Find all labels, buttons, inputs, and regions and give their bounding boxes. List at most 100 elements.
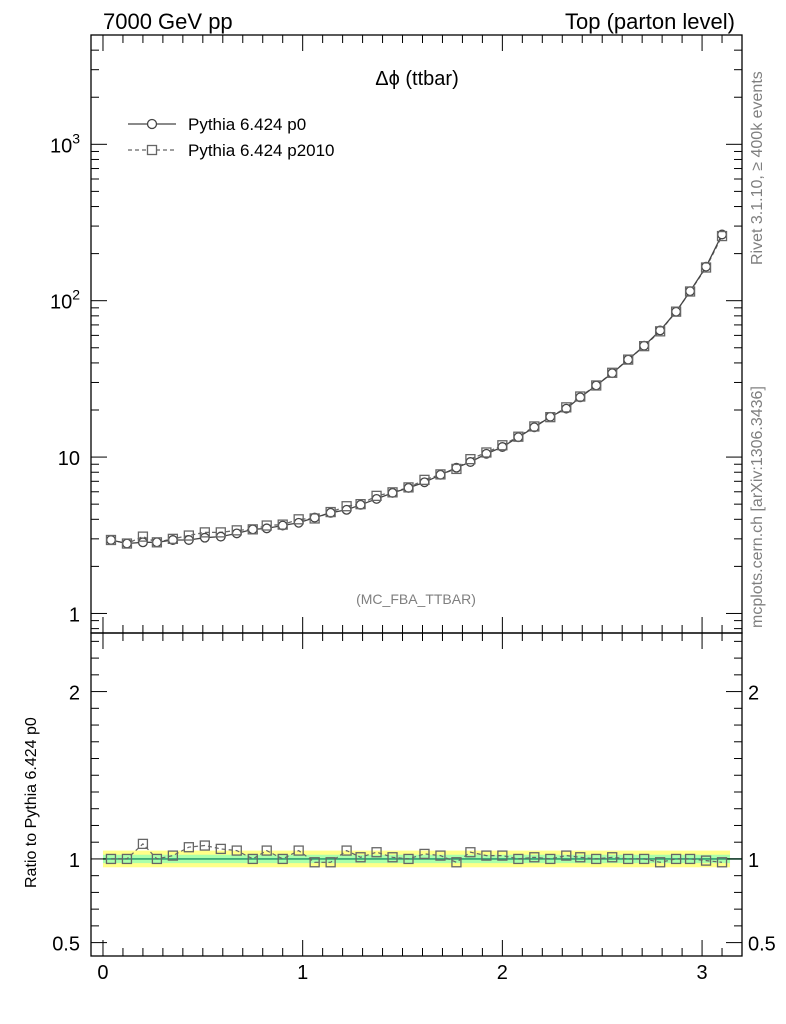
ratio-series-point: [529, 852, 540, 863]
chart-title: Δϕ (ttbar): [375, 68, 458, 90]
series-p0-line: [110, 234, 723, 545]
series-p0-point: [151, 537, 162, 548]
ratio-series-point: [481, 850, 492, 861]
series-p2010-point: [513, 431, 524, 442]
process-label: Top (parton level): [565, 9, 735, 34]
series-p2010-line: [110, 235, 723, 545]
series-p2010-point: [465, 453, 476, 465]
ratio-series-point: [684, 853, 696, 865]
series-p2010-point: [561, 402, 572, 413]
ratio-series-point: [716, 857, 728, 868]
energy-label: 7000 GeV pp: [103, 9, 233, 34]
series-p2010-point: [639, 341, 650, 352]
ratio-series-point: [700, 855, 712, 866]
rivet-label: Rivet 3.1.10, ≥ 400k events: [749, 71, 766, 265]
legend: Pythia 6.424 p0 Pythia 6.424 p2010: [128, 115, 335, 160]
series-p2010-point: [309, 513, 320, 524]
series-p2010-point: [451, 463, 462, 475]
series-p0-point: [121, 538, 132, 549]
series-p0-point: [435, 469, 446, 480]
source-label: mcplots.cern.ch [arXiv:1306.3436]: [749, 386, 766, 628]
ratio-series-point: [355, 852, 366, 863]
series-p2010-point: [497, 440, 508, 451]
series-p2010-point: [387, 487, 398, 498]
series-p0-point: [387, 487, 398, 498]
series-p0-point: [231, 528, 242, 539]
ratio-series-point: [167, 850, 179, 861]
series-p0-point: [403, 482, 414, 493]
series-p2010-point: [623, 354, 634, 365]
ratio-series-point: [183, 842, 194, 853]
series-p2010-point: [371, 490, 382, 502]
series-p2010-point: [121, 538, 133, 549]
series-p2010-point: [183, 530, 194, 541]
ratio-series-point: [419, 848, 430, 860]
main-ytick-label: 10: [58, 448, 80, 470]
ratio-ytick-label-left: 1: [69, 850, 80, 872]
series-p0-point: [465, 457, 476, 467]
ratio-ylabel: Ratio to Pythia 6.424 p0: [23, 717, 40, 888]
series-p0-point: [341, 504, 352, 515]
series-p2010-point: [293, 514, 304, 525]
main-ytick-label: 1: [69, 604, 80, 626]
ratio-series-point: [654, 857, 666, 868]
series-p0-point: [623, 354, 634, 365]
series-p2010-point: [419, 474, 430, 486]
ratio-series-point: [623, 853, 634, 865]
ratio-series-point: [137, 838, 149, 850]
ratio-series-point: [435, 850, 446, 861]
series-p2010-point: [716, 230, 728, 242]
legend-p2010-label: Pythia 6.424 p2010: [188, 141, 335, 160]
ratio-series-point: [199, 840, 210, 851]
series-p0-point: [607, 368, 618, 379]
analysis-tag: (MC_FBA_TTBAR): [356, 591, 476, 607]
series-p0-point: [293, 517, 304, 528]
series-p2010-point: [545, 412, 556, 423]
series-p2010-point: [575, 391, 586, 402]
series-p2010-point: [481, 447, 492, 458]
ratio-xtick-label: 3: [696, 962, 707, 984]
ratio-series-point: [639, 853, 650, 865]
ratio-series-point: [465, 847, 476, 858]
ratio-frame: [90, 632, 743, 957]
series-p2010-point: [105, 534, 117, 546]
ratio-series-point: [215, 843, 226, 855]
series-p2010-point: [684, 286, 696, 297]
series-p0-point: [355, 499, 366, 510]
series-p2010-point: [199, 527, 210, 538]
series-p0-point: [685, 286, 696, 297]
ratio-series-point: [607, 852, 618, 863]
ratio-xtick-label: 2: [497, 962, 508, 984]
ratio-series-point: [497, 850, 508, 861]
series-p0-point: [261, 523, 272, 534]
series-p0-point: [325, 507, 336, 518]
main-series: [105, 229, 728, 549]
series-p2010-point: [607, 367, 618, 378]
series-p2010-point: [435, 469, 446, 480]
series-p2010-point: [277, 519, 288, 530]
series-p2010-point: [591, 380, 602, 391]
ratio-series-point: [513, 853, 524, 865]
ratio-series-point: [403, 853, 414, 865]
series-p2010-point: [215, 527, 226, 538]
ratio-ytick-label-right: 0.5: [748, 934, 776, 956]
ratio-xtick-label: 0: [97, 962, 108, 984]
ratio-ytick-label-left: 0.5: [52, 934, 80, 956]
ratio-series-point: [247, 853, 258, 865]
ratio-ytick-label-left: 2: [69, 683, 80, 705]
ratio-series-point: [371, 847, 382, 858]
series-p0-point: [137, 537, 148, 548]
ratio-ytick-label-right: 2: [748, 683, 759, 705]
legend-p2010-marker: [146, 144, 158, 156]
ratio-series-point: [309, 857, 320, 868]
ratio-series-point: [277, 853, 288, 865]
ratio-series-point: [545, 853, 556, 865]
series-p2010-point: [403, 482, 414, 493]
series-p2010-point: [355, 499, 366, 510]
ratio-series-point: [325, 857, 336, 868]
series-p0-point: [545, 411, 556, 422]
series-p0-point: [247, 524, 258, 535]
ratio-series-point: [451, 857, 462, 868]
series-p0-point: [671, 306, 682, 317]
